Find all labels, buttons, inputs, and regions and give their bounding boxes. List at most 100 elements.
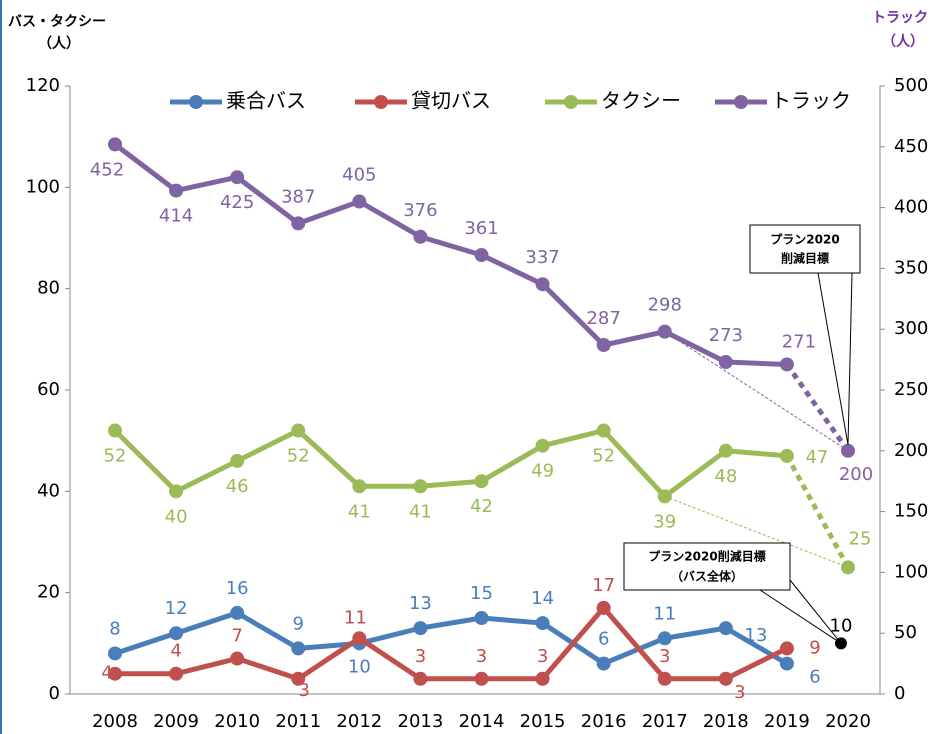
point: [291, 671, 306, 686]
data-label: 273: [709, 325, 743, 346]
point: [108, 423, 122, 438]
data-label: 25: [849, 528, 872, 549]
data-label: 4: [170, 641, 181, 662]
point: [718, 671, 733, 686]
point: [596, 656, 611, 671]
point: [657, 489, 672, 504]
x-tick-label: 2009: [153, 711, 199, 732]
point: [413, 479, 428, 494]
annotation: プラン2020削減目標: [648, 549, 765, 564]
y-axis-title: バス・タクシー: [8, 14, 106, 30]
point: [413, 671, 428, 686]
x-tick-label: 2020: [825, 711, 871, 732]
point: [657, 671, 672, 686]
data-label: 11: [653, 603, 676, 624]
legend-label: タクシー: [601, 89, 681, 113]
data-label: 12: [165, 598, 188, 619]
frame-edge: [0, 0, 2, 734]
y2-tick-label: 400: [894, 197, 928, 218]
data-label: 8: [109, 618, 120, 639]
point: [474, 474, 489, 489]
point: [169, 484, 184, 499]
data-label: 15: [470, 583, 493, 604]
point: [169, 183, 184, 198]
legend-marker: [734, 95, 748, 109]
point: [108, 137, 122, 152]
point: [596, 338, 611, 353]
point: [413, 229, 428, 244]
callout: [817, 272, 853, 445]
y2-tick-label: 150: [894, 501, 928, 522]
point: [779, 448, 794, 463]
point: [291, 423, 306, 438]
data-label: 387: [281, 186, 315, 207]
point: [352, 631, 367, 646]
point: [535, 616, 550, 631]
data-label: 287: [586, 308, 620, 329]
data-label: 361: [464, 218, 498, 239]
point: [291, 216, 306, 231]
y-tick-label: 80: [37, 278, 60, 299]
data-label: 3: [734, 682, 745, 703]
data-label: 17: [592, 575, 615, 596]
point: [657, 631, 672, 646]
point: [779, 641, 794, 656]
data-label: 47: [805, 447, 828, 468]
point: [108, 646, 122, 661]
y2-axis-title: （人）: [882, 33, 924, 50]
y-tick-label: 100: [26, 176, 60, 197]
annotation: 削減目標: [781, 251, 829, 266]
target-segment: [784, 363, 851, 453]
annotation: プラン2020: [770, 232, 839, 247]
x-tick-label: 2013: [398, 711, 444, 732]
series-line: [115, 605, 789, 682]
point: [169, 666, 184, 681]
point: [291, 641, 306, 656]
data-label: 11: [344, 607, 367, 628]
point: [718, 443, 733, 458]
data-label: 40: [165, 506, 188, 527]
annotation: （バス全体）: [671, 569, 743, 584]
data-label: 271: [782, 331, 816, 352]
legend-marker: [374, 95, 388, 109]
point: [230, 651, 245, 666]
point: [108, 666, 122, 681]
data-label: 337: [525, 247, 559, 268]
data-label: 7: [231, 626, 242, 647]
y2-tick-label: 250: [894, 379, 928, 400]
data-label: 6: [809, 667, 820, 688]
point: [657, 324, 672, 339]
y2-tick-label: 450: [894, 136, 928, 157]
point: [779, 656, 794, 671]
data-label: 414: [159, 206, 193, 227]
point: [718, 355, 733, 370]
data-label: 52: [104, 446, 127, 467]
y-axis-title: （人）: [38, 35, 80, 52]
legend-marker: [564, 95, 578, 109]
x-tick-label: 2011: [275, 711, 321, 732]
data-label: 3: [476, 646, 487, 667]
point: [230, 170, 245, 185]
data-label: 6: [598, 629, 609, 650]
x-tick-label: 2017: [642, 711, 688, 732]
callout-box: [623, 542, 791, 591]
y-tick-label: 120: [26, 75, 60, 96]
y-tick-label: 20: [37, 582, 60, 603]
data-label: 4: [101, 663, 112, 684]
point: [535, 277, 550, 292]
data-label: 3: [537, 646, 548, 667]
x-tick-label: 2019: [764, 711, 810, 732]
x-tick-label: 2015: [520, 711, 566, 732]
x-tick-label: 2014: [459, 711, 505, 732]
y2-tick-label: 100: [894, 561, 928, 582]
point: [474, 671, 489, 686]
data-label: 405: [342, 165, 376, 186]
point: [474, 611, 489, 625]
data-label: 41: [409, 501, 432, 522]
point: [841, 443, 855, 458]
x-tick-label: 2012: [336, 711, 382, 732]
data-label: 49: [531, 461, 554, 482]
y-tick-label: 60: [37, 379, 60, 400]
point: [230, 605, 245, 620]
